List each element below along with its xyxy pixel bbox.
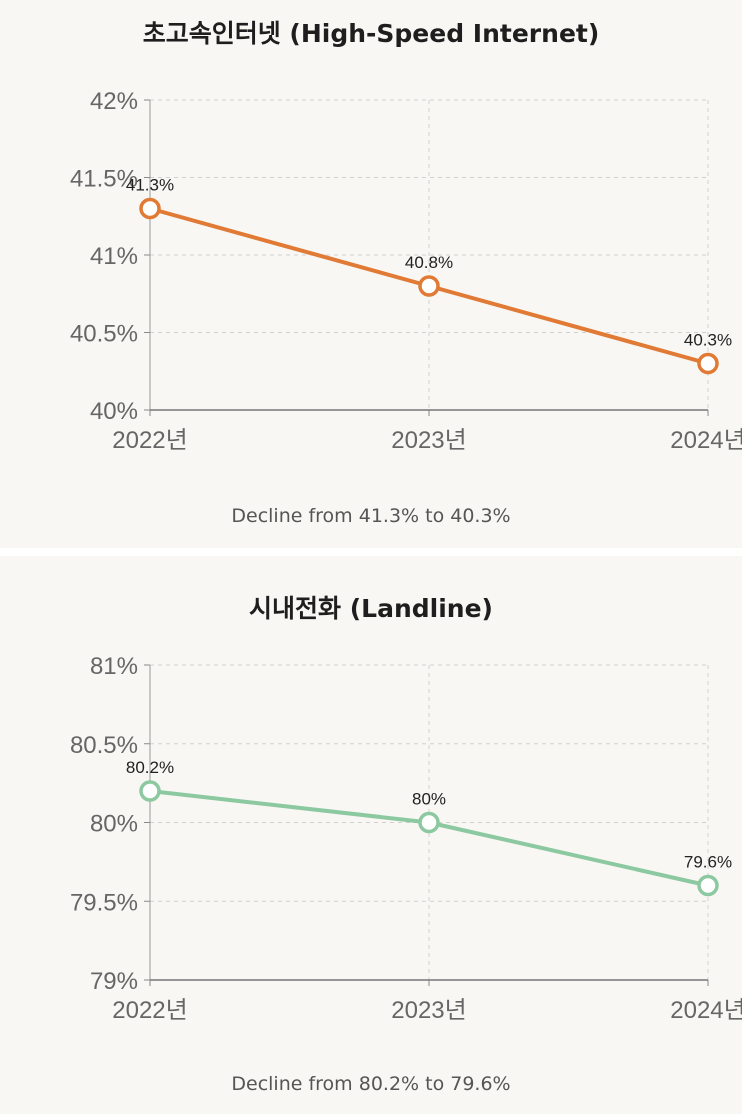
x-tick-label: 2022년 bbox=[112, 997, 187, 1024]
data-point bbox=[418, 275, 440, 297]
y-tick-label: 40% bbox=[90, 398, 138, 425]
y-tick-label: 80.5% bbox=[70, 732, 138, 759]
x-tick-label: 2024년 bbox=[670, 997, 742, 1024]
data-label: 80.2% bbox=[126, 758, 174, 777]
data-point bbox=[139, 780, 161, 802]
chart-plot: 40% 40.5% 41% 41.5% 42% 2022년 2023년 2024년 41.3% 4… bbox=[70, 88, 742, 454]
y-tick-label: 42% bbox=[90, 88, 138, 115]
y-tick-label: 41.5% bbox=[70, 166, 138, 193]
x-tick-label: 2023년 bbox=[391, 997, 466, 1024]
y-tick-label: 41% bbox=[90, 243, 138, 270]
x-tick-label: 2023년 bbox=[391, 427, 466, 454]
chart-caption: Decline from 80.2% to 79.6% bbox=[231, 1073, 511, 1095]
y-tick-label: 79% bbox=[90, 968, 138, 995]
data-label: 40.8% bbox=[405, 253, 453, 272]
x-tick-label: 2024년 bbox=[670, 427, 742, 454]
data-label: 40.3% bbox=[684, 331, 732, 350]
data-point bbox=[418, 811, 440, 834]
data-point bbox=[139, 197, 161, 220]
chart-plot: 79% 79.5% 80% 80.5% 81% 2022년 2023년 2024년 80.2% 8… bbox=[70, 653, 742, 1024]
data-label: 80% bbox=[412, 790, 446, 809]
data-point bbox=[697, 874, 719, 897]
y-tick-label: 79.5% bbox=[70, 889, 138, 916]
data-point bbox=[697, 352, 719, 375]
landline-chart: 시내전화 (Landline) 79% 79.5% 80% 80.5% 81% 2022년… bbox=[0, 556, 742, 1114]
y-tick-label: 40.5% bbox=[70, 321, 138, 348]
x-tick-label: 2022년 bbox=[112, 427, 187, 454]
y-tick-label: 81% bbox=[90, 653, 138, 680]
chart-title: 초고속인터넷 (High-Speed Internet) bbox=[142, 19, 600, 48]
chart-caption: Decline from 41.3% to 40.3% bbox=[231, 505, 511, 527]
y-tick-label: 80% bbox=[90, 811, 138, 838]
data-label: 41.3% bbox=[126, 176, 174, 195]
chart-title: 시내전화 (Landline) bbox=[249, 594, 493, 623]
data-label: 79.6% bbox=[684, 853, 732, 872]
high-speed-internet-chart: 초고속인터넷 (High-Speed Internet) 40% 40.5% 41%… bbox=[0, 0, 742, 548]
